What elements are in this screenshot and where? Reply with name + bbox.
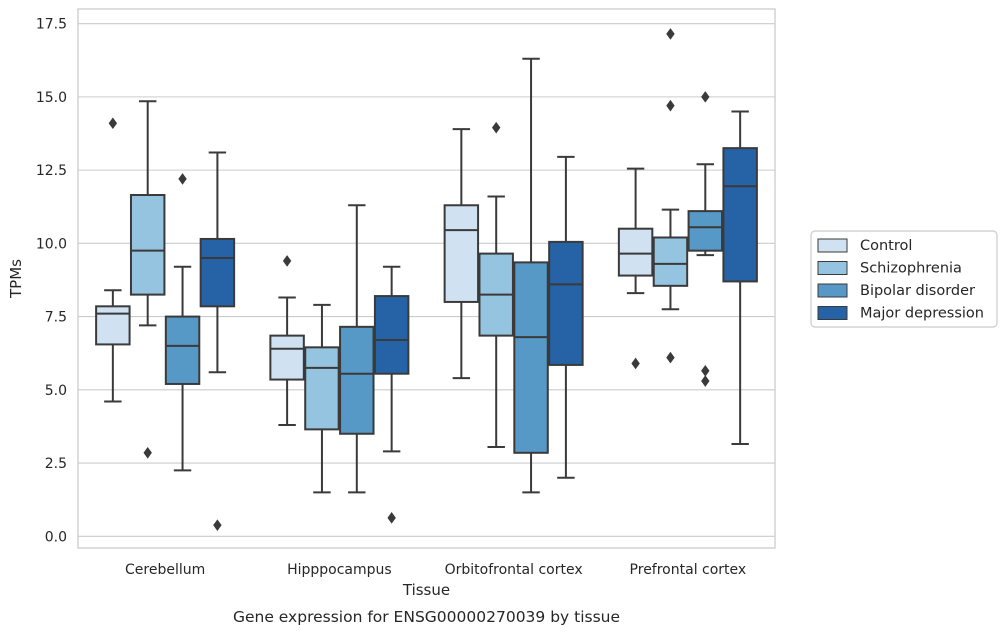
y-tick-label: 0.0 bbox=[45, 529, 67, 545]
y-axis-label: TPMs bbox=[7, 259, 25, 299]
box-control bbox=[617, 167, 654, 370]
x-tick-label: Prefrontal cortex bbox=[630, 562, 747, 578]
iqr-box bbox=[339, 325, 375, 435]
iqr-box bbox=[304, 346, 340, 431]
box-control bbox=[443, 128, 480, 380]
y-tick-label: 2.5 bbox=[45, 456, 67, 472]
iqr-box bbox=[722, 147, 758, 283]
y-tick-label: 5.0 bbox=[45, 383, 67, 399]
x-tick-label: Hipppocampus bbox=[287, 562, 392, 578]
iqr-box bbox=[443, 204, 480, 303]
outlier-point bbox=[143, 446, 152, 459]
box-major-depression bbox=[199, 151, 236, 531]
y-axis-ticks: 0.0 2.5 5.0 7.5 10.0 12.5 15.0 17.5 bbox=[36, 17, 67, 546]
legend-swatch bbox=[817, 306, 848, 320]
outlier-point bbox=[282, 255, 292, 267]
box-bipolar-disorder bbox=[687, 91, 724, 387]
iqr-box bbox=[513, 261, 549, 454]
outlier-point bbox=[666, 28, 675, 40]
outlier-point bbox=[701, 375, 710, 387]
outlier-point bbox=[701, 364, 710, 377]
y-tick-label: 7.5 bbox=[45, 310, 67, 326]
iqr-box bbox=[199, 237, 236, 308]
iqr-box bbox=[652, 236, 689, 287]
iqr-box bbox=[373, 295, 410, 375]
box-major-depression bbox=[548, 155, 584, 479]
box-schizophrenia bbox=[478, 121, 514, 448]
x-tick-label: Orbitofrontal cortex bbox=[445, 562, 583, 578]
outlier-point bbox=[213, 519, 222, 531]
box-schizophrenia bbox=[652, 28, 689, 364]
plot-area-frame bbox=[77, 8, 776, 549]
box-control bbox=[269, 255, 305, 426]
legend-frame bbox=[810, 230, 998, 328]
box-major-depression bbox=[722, 110, 758, 446]
box-bipolar-disorder bbox=[339, 204, 375, 494]
iqr-box bbox=[617, 227, 654, 277]
outlier-point bbox=[666, 99, 675, 112]
legend-label: Bipolar disorder bbox=[860, 283, 975, 299]
y-tick-label: 17.5 bbox=[36, 17, 67, 33]
y-tick-label: 10.0 bbox=[36, 236, 67, 252]
iqr-box bbox=[95, 305, 131, 346]
outlier-point bbox=[492, 121, 501, 134]
box-plot-marks bbox=[95, 28, 758, 531]
legend-item: Control bbox=[817, 238, 912, 254]
outlier-point bbox=[387, 512, 396, 524]
outlier-point bbox=[178, 173, 187, 185]
legend-item: Major depression bbox=[817, 306, 984, 322]
legend-label: Schizophrenia bbox=[860, 261, 962, 277]
iqr-box bbox=[164, 315, 201, 385]
legend-swatch bbox=[817, 238, 848, 253]
x-axis-label: Tissue bbox=[402, 581, 450, 599]
outlier-point bbox=[701, 91, 710, 103]
x-axis-ticks: Cerebellum Hipppocampus Orbitofrontal cort… bbox=[125, 562, 746, 578]
box-bipolar-disorder bbox=[513, 57, 549, 494]
box-major-depression bbox=[373, 265, 410, 524]
iqr-box bbox=[687, 210, 724, 252]
box-schizophrenia bbox=[129, 100, 166, 459]
legend-swatch bbox=[817, 283, 848, 298]
chart-title: Gene expression for ENSG00000270039 by t… bbox=[233, 608, 620, 626]
outlier-point bbox=[631, 357, 640, 370]
outlier-point bbox=[666, 351, 675, 364]
iqr-box bbox=[129, 194, 166, 296]
legend-item: Bipolar disorder bbox=[817, 283, 975, 299]
legend-swatch bbox=[817, 261, 848, 275]
box-bipolar-disorder bbox=[164, 173, 201, 472]
iqr-box bbox=[269, 334, 305, 381]
legend-label: Major depression bbox=[860, 306, 984, 322]
y-tick-label: 12.5 bbox=[36, 163, 67, 179]
iqr-box bbox=[548, 240, 584, 366]
box-schizophrenia bbox=[304, 303, 340, 494]
x-tick-label: Cerebellum bbox=[125, 562, 205, 578]
box-control bbox=[95, 117, 131, 403]
legend-item: Schizophrenia bbox=[817, 261, 962, 277]
legend: Control Schizophrenia Bipolar disorder Majo… bbox=[810, 230, 998, 328]
y-tick-label: 15.0 bbox=[36, 90, 67, 106]
legend-label: Control bbox=[860, 238, 912, 254]
outlier-point bbox=[108, 117, 118, 130]
